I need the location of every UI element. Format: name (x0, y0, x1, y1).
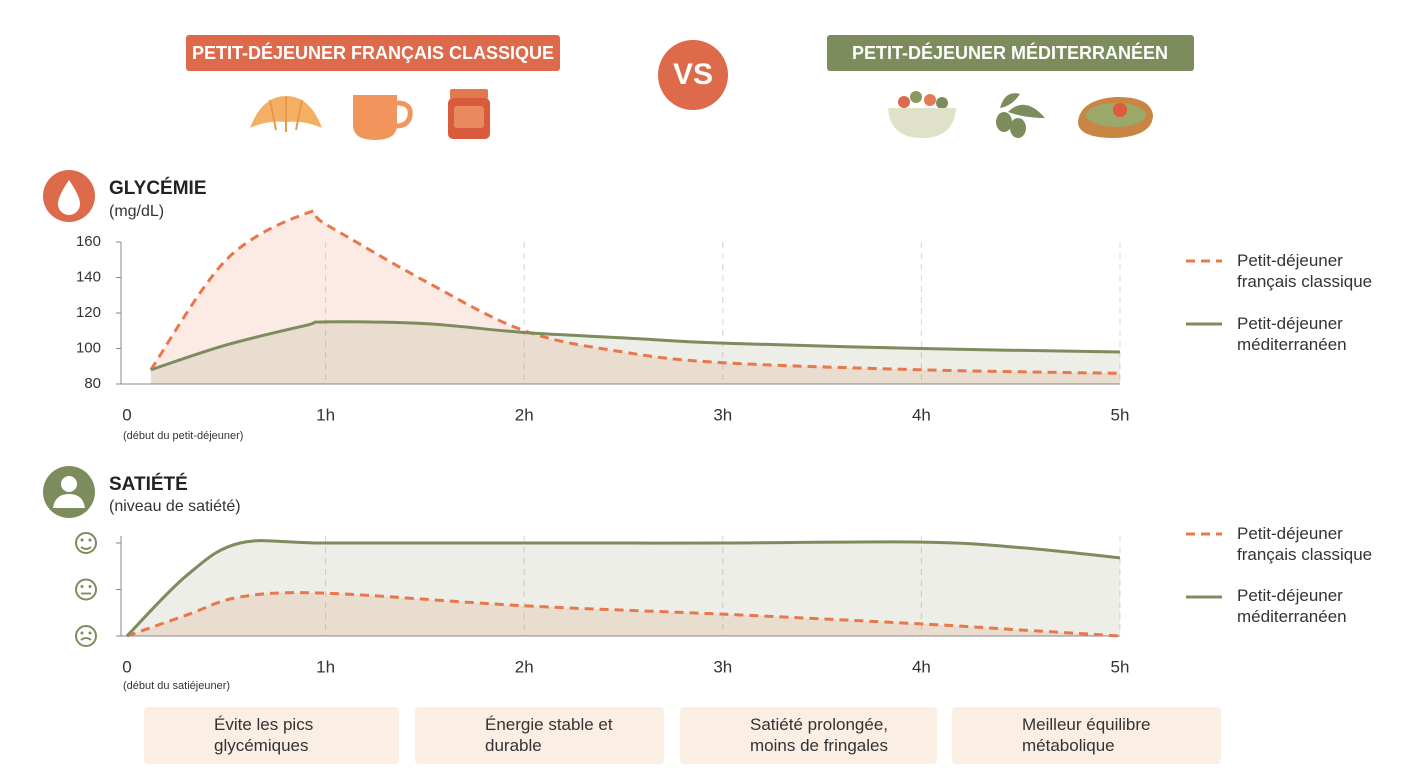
chart-subtitle: (niveau de satiété) (109, 498, 241, 515)
face-mouth (80, 546, 92, 550)
chart-title: SATIÉTÉ (109, 473, 188, 495)
face-eye (88, 631, 92, 635)
benefit-text: Satiété prolongée, moins de fringales (750, 715, 888, 755)
benefit-card: Satiété prolongée, moins de fringales (680, 707, 937, 764)
vs-circle (658, 40, 728, 110)
x-tick-label: 3h (713, 405, 732, 424)
annotation: (début du satiéjeuner) (123, 680, 230, 692)
area (127, 540, 1120, 636)
x-tick-label: 2h (515, 657, 534, 676)
bowl-icon (888, 91, 956, 138)
face-eye (80, 538, 84, 542)
x-tick-label: 5h (1111, 405, 1130, 424)
olive-icon (996, 93, 1045, 138)
legend-entry: Petit-déjeuner méditerranéen (1237, 586, 1347, 626)
benefit-text: Évite les pics glycémiques (214, 715, 314, 755)
area (150, 211, 1120, 384)
benefit-card: Évite les pics glycémiques (144, 707, 399, 764)
toast-icon (1078, 96, 1153, 138)
left-title: PETIT-DÉJEUNER FRANÇAIS CLASSIQUE (192, 42, 554, 63)
person-icon (53, 476, 85, 508)
x-tick-label: 2h (515, 405, 534, 424)
series-line (149, 209, 1121, 375)
face-mouth (80, 637, 92, 641)
series-line (150, 320, 1121, 372)
x-tick-label: 4h (912, 405, 931, 424)
legend-entry: Petit-déjeuner français classique (1237, 251, 1373, 291)
y-tick-label: 100 (76, 339, 101, 356)
face-eye (88, 585, 92, 588)
face-eye (80, 631, 84, 635)
y-tick-label: 120 (76, 304, 101, 321)
right-title: PETIT-DÉJEUNER MÉDITERRANÉEN (852, 42, 1168, 63)
face-eye (88, 538, 92, 542)
vs-label: VS (673, 58, 713, 91)
left-badge (186, 35, 560, 71)
y-tick-label: 140 (76, 268, 101, 285)
chart-subtitle: (mg/dL) (109, 203, 164, 220)
x-tick-label: 3h (713, 657, 732, 676)
annotation: (début du petit-déjeuner) (123, 430, 243, 442)
right-badge (827, 35, 1194, 71)
jar-icon (448, 89, 490, 139)
x-tick-label: 1h (316, 657, 335, 676)
area (127, 592, 1120, 636)
series-line (126, 591, 1121, 638)
legend-entry: Petit-déjeuner français classique (1237, 524, 1373, 564)
x-tick-label: 0 (122, 405, 131, 424)
drop-icon (58, 180, 80, 215)
benefit-text: Meilleur équilibre métabolique (1022, 715, 1151, 755)
face-icon (75, 532, 97, 554)
series-line (125, 539, 1121, 638)
legend-entry: Petit-déjeuner méditerranéen (1237, 314, 1347, 354)
face-eye (80, 585, 84, 588)
face-icon (75, 625, 97, 647)
y-tick-label: 80 (84, 375, 101, 392)
face-icon (75, 578, 97, 601)
x-tick-label: 5h (1111, 657, 1130, 676)
benefit-card: Meilleur équilibre métabolique (952, 707, 1221, 764)
croissant-icon (250, 96, 322, 132)
x-tick-label: 4h (912, 657, 931, 676)
benefit-card: Énergie stable et durable (415, 707, 664, 764)
cup-icon (353, 95, 413, 140)
y-tick-label: 160 (76, 233, 101, 250)
x-tick-label: 1h (316, 405, 335, 424)
chart-title: GLYCÉMIE (109, 177, 207, 199)
benefit-text: Énergie stable et durable (485, 715, 613, 755)
x-tick-label: 0 (122, 657, 131, 676)
